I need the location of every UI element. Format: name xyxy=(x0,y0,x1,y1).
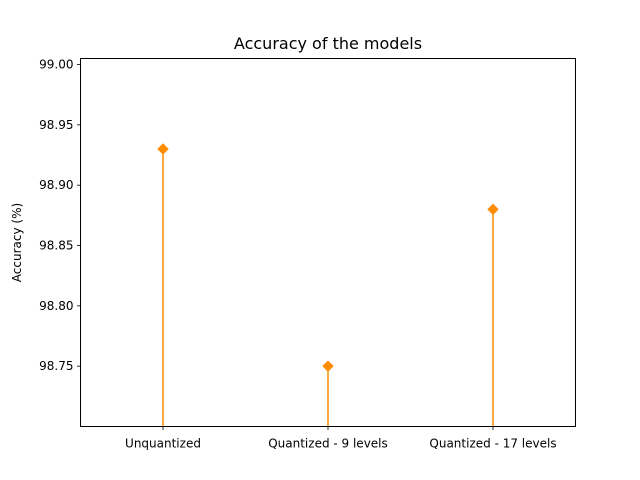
y-tick-label: 98.90 xyxy=(39,178,73,192)
chart-title: Accuracy of the models xyxy=(234,34,422,53)
y-axis-label: Accuracy (%) xyxy=(10,203,24,282)
data-point-marker xyxy=(322,360,334,372)
x-tick-label: Quantized - 9 levels xyxy=(268,437,388,451)
x-tick-label: Unquantized xyxy=(125,437,201,451)
plot-area-frame xyxy=(80,58,576,427)
y-tick-label: 98.80 xyxy=(39,299,73,313)
x-tick-label: Quantized - 17 levels xyxy=(429,437,556,451)
y-tick-label: 99.00 xyxy=(39,58,73,72)
data-point-marker xyxy=(157,143,169,155)
data-point-marker xyxy=(487,203,499,216)
y-tick-label: 98.75 xyxy=(39,359,73,373)
y-tick-label: 98.95 xyxy=(39,118,73,132)
y-tick-label: 98.85 xyxy=(39,239,73,253)
